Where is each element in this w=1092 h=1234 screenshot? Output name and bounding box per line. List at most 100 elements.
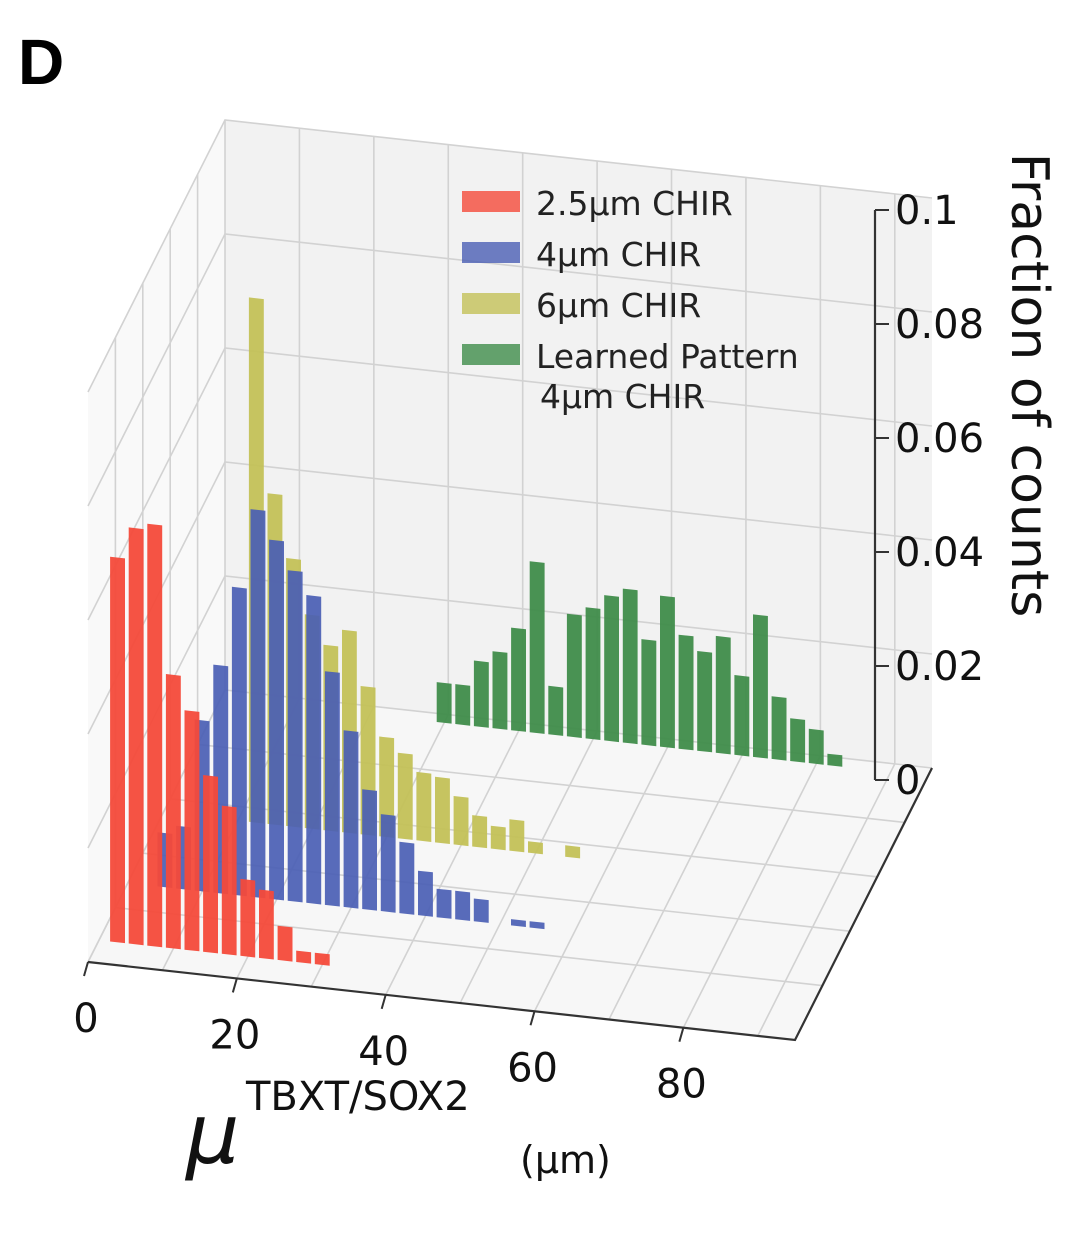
legend-label: 6μm CHIR bbox=[536, 286, 701, 325]
bar bbox=[287, 570, 303, 903]
bar bbox=[453, 796, 469, 847]
bar bbox=[128, 527, 144, 946]
grid-line bbox=[87, 119, 933, 393]
legend-label: 2.5μm CHIR bbox=[536, 184, 733, 223]
bar bbox=[790, 718, 806, 763]
bar bbox=[641, 639, 657, 747]
bar bbox=[492, 651, 508, 730]
grid-line bbox=[533, 738, 673, 1012]
z-tick-label: 0.1 bbox=[895, 188, 959, 234]
x-axis-line bbox=[87, 767, 933, 1042]
bar bbox=[250, 509, 266, 899]
z-axis: 0 0.02 0.04 0.06 0.08 0.1 bbox=[873, 188, 984, 804]
bar bbox=[455, 684, 471, 726]
bar bbox=[548, 685, 564, 736]
series-3 bbox=[436, 561, 843, 767]
bar-series bbox=[110, 297, 843, 966]
bar bbox=[511, 627, 526, 732]
grid-line bbox=[682, 755, 822, 1029]
z-tick-label: 0.02 bbox=[895, 644, 984, 690]
bar bbox=[436, 888, 452, 919]
z-tick-label: 0.06 bbox=[895, 416, 984, 462]
legend: 2.5μm CHIR 4μm CHIR 6μm CHIR Learned Patter… bbox=[462, 184, 799, 416]
bar bbox=[473, 898, 489, 923]
x-tick-label: 60 bbox=[507, 1045, 558, 1091]
x-tick bbox=[678, 1027, 685, 1042]
legend-label: 4μm CHIR bbox=[540, 377, 705, 416]
bar bbox=[435, 776, 450, 844]
z-tick-label: 0.08 bbox=[895, 302, 984, 348]
bar bbox=[306, 595, 322, 905]
x-tick bbox=[380, 994, 387, 1010]
bar bbox=[240, 878, 256, 958]
back-pane bbox=[225, 120, 932, 768]
bar bbox=[324, 671, 340, 907]
x-axis: 0 20 40 60 80 bbox=[73, 961, 707, 1108]
x-tick-label: 40 bbox=[358, 1029, 409, 1075]
bar bbox=[165, 674, 181, 950]
series-0 bbox=[110, 523, 330, 966]
bar bbox=[566, 613, 582, 738]
grid-line bbox=[87, 233, 933, 507]
bar bbox=[455, 890, 471, 921]
bar bbox=[314, 952, 330, 966]
bar bbox=[604, 595, 619, 743]
z-axis-label: Fraction of counts bbox=[999, 153, 1059, 618]
bar bbox=[379, 736, 395, 838]
bar bbox=[473, 660, 489, 728]
x-tick bbox=[83, 961, 89, 977]
x-tick-label: 0 bbox=[73, 996, 98, 1042]
bar bbox=[343, 730, 359, 909]
bar bbox=[565, 845, 581, 859]
bar bbox=[528, 841, 543, 855]
bar bbox=[771, 696, 787, 761]
bar bbox=[362, 789, 377, 911]
bar bbox=[753, 614, 768, 759]
panel-label: D bbox=[18, 26, 64, 98]
x-axis-superscript: TBXT/SOX2 bbox=[245, 1074, 470, 1120]
legend-label: 4μm CHIR bbox=[536, 235, 701, 274]
legend-swatch bbox=[462, 191, 520, 212]
bar bbox=[416, 771, 432, 842]
legend-swatch bbox=[462, 344, 520, 365]
bar bbox=[259, 889, 274, 960]
bar bbox=[418, 870, 433, 917]
legend-swatch bbox=[462, 293, 520, 314]
bar bbox=[509, 819, 525, 853]
bar bbox=[697, 651, 713, 753]
x-tick bbox=[529, 1010, 536, 1026]
grid-lines bbox=[87, 119, 933, 1042]
x-tick-label: 20 bbox=[209, 1012, 260, 1058]
bar bbox=[472, 815, 488, 849]
bar bbox=[221, 805, 237, 956]
z-tick-label: 0 bbox=[895, 758, 920, 804]
bar bbox=[678, 634, 694, 751]
bar bbox=[147, 523, 163, 948]
bar bbox=[808, 728, 824, 765]
bar bbox=[585, 607, 601, 740]
z-tick-label: 0.04 bbox=[895, 530, 984, 576]
bar bbox=[827, 753, 843, 767]
x-axis-label: μ TBXT/SOX2 (μm) bbox=[184, 1074, 611, 1183]
bar bbox=[277, 925, 293, 962]
x-axis-symbol: μ bbox=[184, 1085, 239, 1183]
bar bbox=[490, 825, 506, 851]
bar bbox=[399, 841, 415, 915]
grid-line bbox=[310, 714, 449, 987]
bar bbox=[715, 635, 731, 755]
bar bbox=[203, 775, 218, 954]
legend-label: Learned Pattern bbox=[536, 337, 799, 376]
bar bbox=[110, 556, 125, 944]
bar bbox=[397, 752, 413, 840]
bar bbox=[296, 950, 312, 964]
grid-line bbox=[384, 722, 524, 996]
x-tick bbox=[231, 978, 238, 993]
bar bbox=[269, 539, 284, 901]
grid-line bbox=[459, 730, 598, 1004]
legend-swatch bbox=[462, 242, 520, 263]
grid-line bbox=[608, 747, 747, 1020]
bar bbox=[622, 588, 638, 745]
bar bbox=[184, 710, 200, 952]
grid-line bbox=[757, 763, 896, 1037]
